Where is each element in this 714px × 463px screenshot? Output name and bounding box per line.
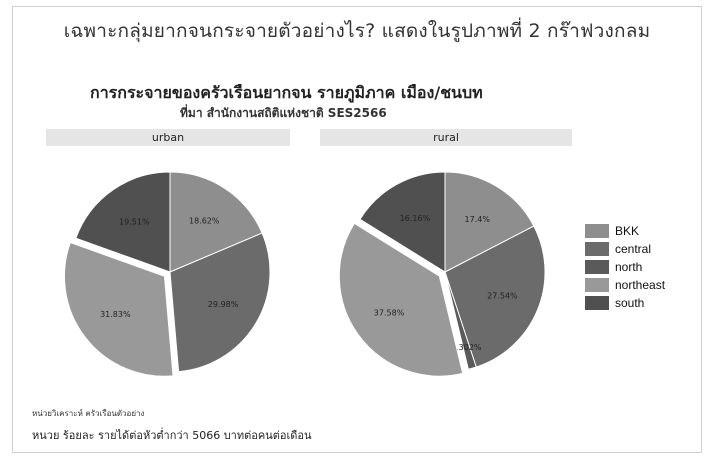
slice-label-rural-BKK: 17.4% [465,215,491,224]
footnote-unit-note: หนวย ร้อยละ รายได้ต่อหัวต่ำกว่า 5066 บาท… [32,429,312,442]
legend-item-central: central [585,240,665,258]
legend-swatch-south [585,296,609,310]
slice-label-rural-northeast: 37.58% [374,308,405,317]
slice-label-urban-south: 19.51% [119,217,150,226]
chart-title: การกระจายของครัวเรือนยากจน รายภูมิภาค เม… [90,83,483,102]
legend-label-south: south [615,296,645,310]
legend-swatch-central [585,242,609,256]
legend-item-BKK: BKK [585,222,665,240]
slide-title: เฉพาะกลุ่มยากจนกระจายตัวอย่างไร? แสดงในร… [63,20,651,42]
pie-slice-urban-central [169,232,271,373]
legend-swatch-north [585,260,609,274]
legend-item-north: north [585,258,665,276]
legend-label-north: north [615,260,643,274]
pie-slice-rural-south [359,171,446,273]
legend-swatch-BKK [585,224,609,238]
slice-label-rural-south: 16.16% [400,214,431,223]
legend-label-central: central [615,242,652,256]
pie-slice-rural-northeast [338,222,464,377]
legend-item-northeast: northeast [585,276,665,294]
facet-strip-urban: urban [46,129,290,146]
legend-label-northeast: northeast [615,278,666,292]
chart-legend: BKK central north northeast south [585,222,665,312]
slide-frame [12,6,702,453]
slice-label-rural-central: 27.54% [487,291,518,300]
slice-label-urban-central: 29.98% [208,300,239,309]
pie-slice-urban-BKK [169,171,263,273]
pie-slice-rural-BKK [444,171,535,273]
pie-slice-rural-north [444,271,477,370]
pie-slice-urban-south [75,171,171,273]
slice-label-urban-BKK: 18.62% [189,216,220,225]
chart-subtitle: ที่มา สำนักงานสถิติแห่งชาติ SES2566 [180,106,387,120]
facet-strip-rural: rural [320,129,572,146]
footnote-unit-of-analysis: หน่วยวิเคราะห์ ครัวเรือนตัวอย่าง [32,409,145,418]
slice-label-rural-north: 1.302% [451,343,482,352]
pie-slice-urban-northeast [63,241,174,377]
legend-label-BKK: BKK [615,224,640,238]
legend-swatch-northeast [585,278,609,292]
legend-item-south: south [585,294,665,312]
slice-label-urban-northeast: 31.83% [100,310,131,319]
pie-slice-rural-central [444,225,546,368]
